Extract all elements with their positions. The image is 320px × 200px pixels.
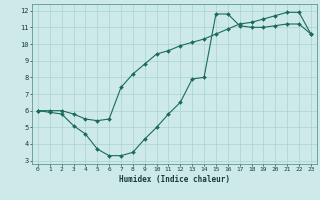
X-axis label: Humidex (Indice chaleur): Humidex (Indice chaleur): [119, 175, 230, 184]
